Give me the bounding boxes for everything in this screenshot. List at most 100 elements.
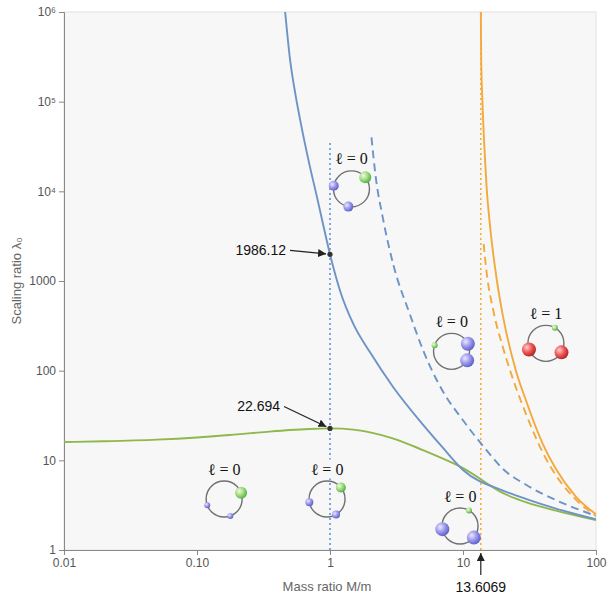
region-label: ℓ = 0 bbox=[311, 461, 344, 478]
icon-ball bbox=[329, 181, 339, 191]
tick-label: 0.10 bbox=[186, 556, 210, 570]
molecule-icon bbox=[435, 507, 481, 544]
tick: 100 bbox=[586, 550, 606, 570]
annotation-dot bbox=[327, 426, 332, 431]
label-patch bbox=[442, 487, 479, 506]
tick-mark bbox=[463, 550, 464, 555]
tick: 1 bbox=[49, 543, 64, 557]
tick: 0.01 bbox=[53, 550, 77, 570]
x-axis: 0.01 0.10 1 10 100 bbox=[53, 550, 607, 570]
chart-svg: 0.01 0.10 1 10 100 1 10 100 1000 10⁴ 10⁵ 10⁶ 1986.12… bbox=[0, 0, 614, 599]
tick-mark bbox=[59, 102, 64, 103]
axis-line bbox=[65, 551, 597, 556]
tick-label: 10 bbox=[43, 454, 57, 468]
series-line bbox=[285, 12, 596, 519]
tick-label: 0.01 bbox=[53, 556, 77, 570]
annotation-label: 22.694 bbox=[237, 398, 280, 414]
tick-label: 10⁵ bbox=[38, 95, 56, 109]
label-patch bbox=[528, 304, 565, 323]
y-axis: 1 10 100 1000 10⁴ 10⁵ 10⁶ bbox=[29, 5, 64, 557]
chart-container: 0.01 0.10 1 10 100 1 10 100 1000 10⁴ 10⁵ 10⁶ 1986.12… bbox=[0, 0, 614, 599]
icon-ball bbox=[227, 513, 233, 519]
tick-label: 100 bbox=[586, 556, 606, 570]
icon-ball bbox=[435, 522, 449, 536]
tick-label: 10⁴ bbox=[37, 185, 56, 199]
tick-label: 1 bbox=[49, 543, 56, 557]
label-patch bbox=[309, 460, 346, 479]
annotations: 1986.12 22.694 13.6069 bbox=[235, 242, 506, 595]
icons bbox=[204, 171, 568, 545]
annotation-label: 1986.12 bbox=[235, 242, 286, 258]
series-line bbox=[64, 428, 596, 520]
annotation-arrow bbox=[290, 250, 326, 254]
tick-mark bbox=[59, 281, 64, 282]
series-line bbox=[371, 137, 596, 516]
icon-ball bbox=[235, 487, 247, 499]
tick: 10 bbox=[457, 550, 471, 570]
tick-label: 100 bbox=[36, 364, 56, 378]
icon-ball bbox=[204, 502, 210, 508]
tick: 100 bbox=[36, 364, 64, 378]
series-line bbox=[484, 244, 596, 516]
region-label: ℓ = 0 bbox=[444, 488, 477, 505]
icon-ball bbox=[359, 171, 371, 183]
icon-ball bbox=[305, 498, 313, 506]
annotation-label: 13.6069 bbox=[455, 579, 506, 595]
tick-mark bbox=[59, 371, 64, 372]
y-axis-title: Scaling ratio λ₀ bbox=[9, 237, 24, 324]
tick: 1 bbox=[327, 550, 334, 570]
plot-area bbox=[64, 12, 596, 550]
region-labels: ℓ = 0 ℓ = 0 ℓ = 0 ℓ = 0 ℓ = 0 ℓ = 1 bbox=[206, 149, 564, 505]
icon-ball bbox=[332, 511, 340, 519]
label-patch bbox=[433, 312, 470, 331]
icon-ring bbox=[206, 481, 242, 517]
icon-ball bbox=[467, 531, 481, 545]
annotation-dot bbox=[327, 252, 332, 257]
icon-ball bbox=[336, 482, 346, 492]
tick-label: 1 bbox=[327, 556, 334, 570]
tick: 10⁶ bbox=[38, 5, 64, 19]
label-patch bbox=[333, 149, 370, 168]
region-label: ℓ = 1 bbox=[530, 305, 563, 322]
molecule-icon bbox=[204, 481, 247, 519]
molecule-icon bbox=[329, 171, 372, 212]
tick-mark bbox=[59, 460, 64, 461]
tick-mark bbox=[330, 550, 331, 555]
tick-label: 10⁶ bbox=[38, 5, 56, 19]
icon-ball bbox=[552, 325, 558, 331]
series-line bbox=[329, 143, 330, 550]
label-patch bbox=[206, 460, 243, 479]
region-label: ℓ = 0 bbox=[335, 150, 368, 167]
tick: 10 bbox=[43, 454, 64, 468]
tick: 10⁵ bbox=[38, 95, 64, 109]
tick-label: 1000 bbox=[29, 274, 56, 288]
axis-pointer bbox=[480, 553, 481, 575]
molecule-icon bbox=[305, 481, 346, 519]
plot-background bbox=[64, 12, 596, 550]
series-line bbox=[481, 12, 596, 514]
x-axis-title: Mass ratio M/m bbox=[283, 579, 372, 594]
tick: 10⁴ bbox=[37, 185, 64, 199]
icon-ball bbox=[460, 353, 474, 367]
molecule-icon bbox=[432, 333, 475, 369]
icon-ball bbox=[432, 342, 438, 348]
icon-ball bbox=[522, 342, 536, 356]
tick-label: 10 bbox=[457, 556, 471, 570]
tick-mark bbox=[596, 550, 597, 555]
icon-ball bbox=[466, 507, 472, 513]
annotation-arrow bbox=[284, 406, 326, 426]
tick-mark bbox=[59, 191, 64, 192]
icon-ring bbox=[309, 481, 345, 517]
icon-ball bbox=[343, 202, 353, 212]
tick-mark bbox=[197, 550, 198, 555]
axis-line bbox=[59, 13, 65, 551]
tick-mark bbox=[59, 12, 64, 13]
molecule-icon bbox=[522, 325, 569, 362]
icon-ball bbox=[554, 345, 568, 359]
tick: 1000 bbox=[29, 274, 64, 288]
tick: 0.10 bbox=[186, 550, 210, 570]
region-label: ℓ = 0 bbox=[435, 313, 468, 330]
tick-mark bbox=[59, 550, 64, 551]
region-label: ℓ = 0 bbox=[208, 461, 241, 478]
icon-ball bbox=[461, 337, 475, 351]
